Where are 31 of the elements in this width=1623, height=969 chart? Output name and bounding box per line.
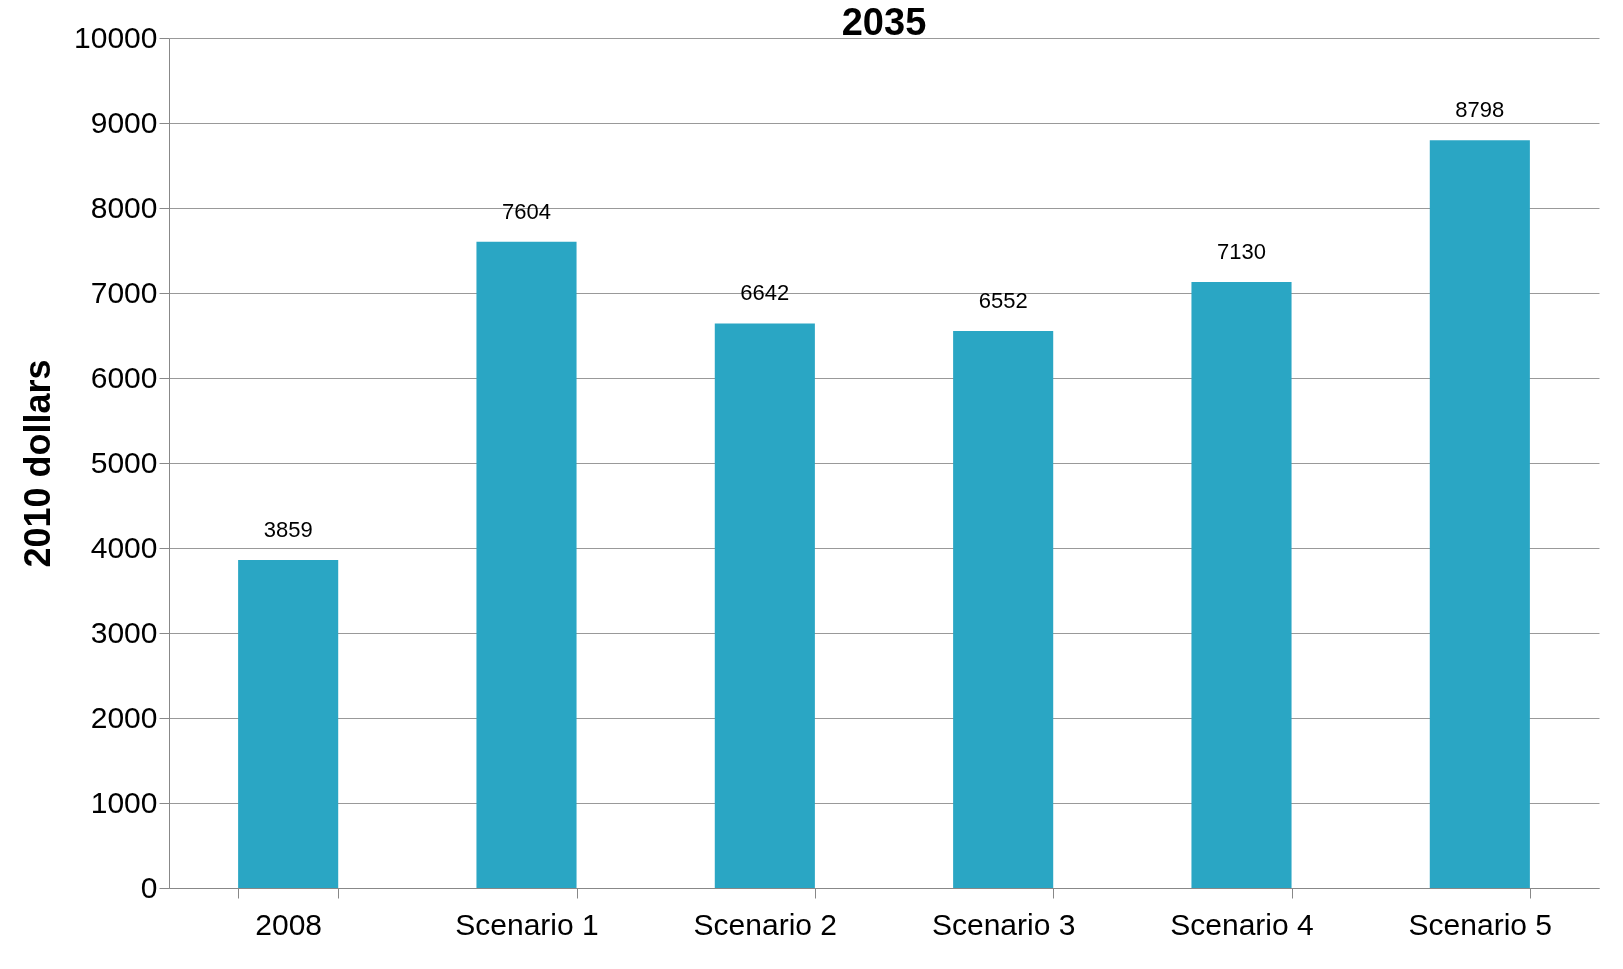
bar — [714, 323, 815, 888]
y-tick-label: 2000 — [90, 700, 158, 734]
data-label: 6642 — [740, 280, 790, 306]
x-tick-label: 2008 — [255, 907, 323, 941]
x-tick-label: Scenario 2 — [693, 907, 838, 941]
bar — [238, 559, 339, 888]
y-tick-label: 5000 — [90, 445, 158, 479]
y-tick-label: 3000 — [90, 615, 158, 649]
x-tick-label: Scenario 4 — [1170, 907, 1314, 941]
y-tick-label: 7000 — [90, 275, 158, 309]
y-tick-label: 9000 — [90, 105, 158, 139]
bar — [476, 241, 577, 888]
y-tick-label: 1000 — [90, 785, 158, 819]
chart-title: 2035 — [841, 1, 927, 43]
bar — [1429, 140, 1530, 888]
y-tick-label: 6000 — [90, 360, 158, 394]
bar — [1191, 281, 1292, 888]
x-tick-label: Scenario 5 — [1408, 907, 1553, 941]
y-tick-label: 8000 — [90, 190, 158, 224]
y-tick-label: 0 — [140, 870, 158, 904]
y-tick-label: 4000 — [90, 530, 158, 564]
x-tick-label: Scenario 1 — [455, 907, 599, 941]
data-label: 8798 — [1455, 97, 1505, 123]
data-label: 7130 — [1217, 238, 1266, 264]
data-label: 3859 — [263, 516, 313, 542]
y-tick-label: 10000 — [74, 20, 158, 54]
data-label: 7604 — [502, 198, 551, 224]
data-label: 6552 — [978, 288, 1028, 314]
bar — [953, 331, 1054, 888]
x-tick-label: Scenario 3 — [931, 907, 1076, 941]
y-axis-title: 2010 dollars — [17, 359, 59, 568]
